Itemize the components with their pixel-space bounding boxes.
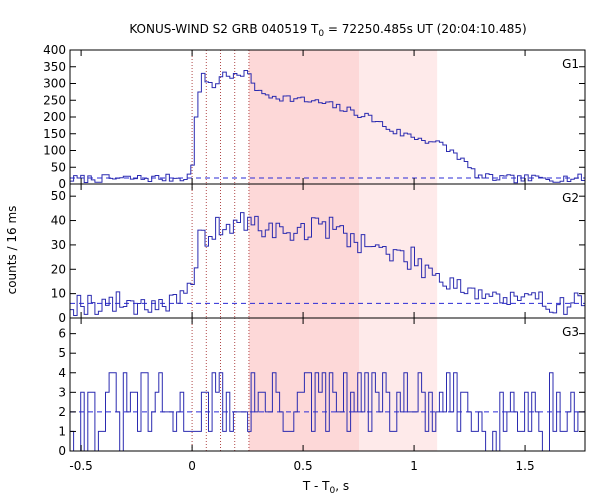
- panel-g3: 0 1 2 3 4 5 6 G3: [58, 317, 586, 458]
- shaded-region-0: [248, 184, 360, 318]
- y-tick-label: 0: [58, 444, 66, 458]
- y-tick-label: 1: [58, 424, 66, 438]
- light-curve-g1: [70, 70, 585, 184]
- x-tick-label: -0.5: [69, 459, 92, 473]
- y-tick-label: 10: [51, 287, 66, 301]
- y-tick-label: 30: [51, 238, 66, 252]
- x-tick-label: 1.5: [516, 459, 535, 473]
- y-axis-label: counts / 16 ms: [5, 206, 19, 295]
- y-tick-label: 5: [58, 346, 66, 360]
- light-curve-g3: [70, 372, 585, 452]
- y-tick-label: 4: [58, 366, 66, 380]
- y-tick-label: 40: [51, 214, 66, 228]
- y-tick-label: 200: [43, 110, 66, 124]
- x-tick-label: 0.5: [294, 459, 313, 473]
- y-tick-label: 400: [43, 43, 66, 57]
- panel-label-g2: G2: [562, 191, 579, 205]
- y-tick-label: 3: [58, 385, 66, 399]
- y-tick-label: 50: [51, 160, 66, 174]
- y-tick-label: 300: [43, 77, 66, 91]
- y-tick-label: 0: [58, 311, 66, 325]
- y-tick-label: 2: [58, 405, 66, 419]
- panel-frame: [69, 317, 586, 452]
- chart-title: KONUS-WIND S2 GRB 040519 T0 = 72250.485s…: [129, 22, 526, 39]
- shaded-region-1: [359, 50, 438, 184]
- shaded-region-1: [359, 184, 438, 318]
- x-tick-label: 0: [188, 459, 196, 473]
- panel-label-g1: G1: [562, 57, 579, 71]
- y-tick-label: 6: [58, 327, 66, 341]
- y-tick-label: 50: [51, 189, 66, 203]
- y-tick-label: 20: [51, 262, 66, 276]
- y-tick-label: 100: [43, 144, 66, 158]
- y-tick-label: 250: [43, 93, 66, 107]
- light-curve-g2: [70, 212, 585, 316]
- y-tick-label: 350: [43, 60, 66, 74]
- x-tick-label: 1: [410, 459, 418, 473]
- shaded-region-0: [248, 50, 360, 184]
- panel-g1: 0 50 100 150 200 250 300 350 400 G1: [43, 43, 586, 191]
- y-tick-label: 150: [43, 127, 66, 141]
- panel-g2: 0 10 20 30 40 50 G2: [51, 183, 586, 325]
- panel-label-g3: G3: [562, 325, 579, 339]
- x-axis-label: T - T0, s: [302, 479, 349, 496]
- y-tick-label: 0: [58, 177, 66, 191]
